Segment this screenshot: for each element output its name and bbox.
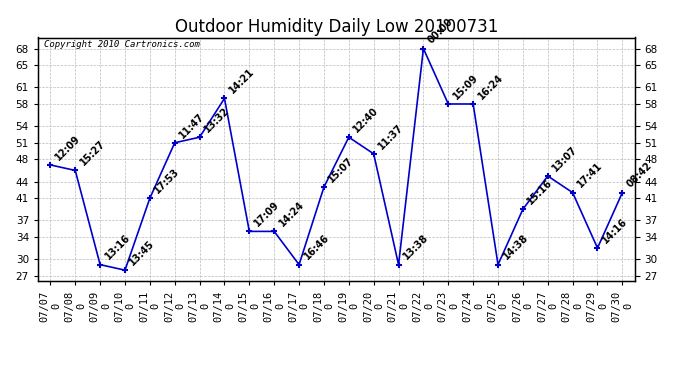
Text: 17:09: 17:09 xyxy=(252,200,281,229)
Text: 14:16: 14:16 xyxy=(600,216,629,245)
Text: 00:00: 00:00 xyxy=(426,17,455,46)
Text: 15:16: 15:16 xyxy=(526,177,555,207)
Text: 14:24: 14:24 xyxy=(277,200,306,229)
Text: 16:24: 16:24 xyxy=(476,72,505,101)
Text: 11:37: 11:37 xyxy=(377,122,406,151)
Text: 16:46: 16:46 xyxy=(302,233,331,262)
Text: 08:42: 08:42 xyxy=(625,161,654,190)
Text: 15:09: 15:09 xyxy=(451,72,480,101)
Text: 14:21: 14:21 xyxy=(227,67,256,96)
Text: 14:38: 14:38 xyxy=(501,233,530,262)
Text: 11:47: 11:47 xyxy=(177,111,206,140)
Text: 13:16: 13:16 xyxy=(103,233,132,262)
Text: 17:41: 17:41 xyxy=(575,161,604,190)
Text: 15:27: 15:27 xyxy=(78,139,107,168)
Text: Copyright 2010 Cartronics.com: Copyright 2010 Cartronics.com xyxy=(44,40,200,49)
Text: 13:45: 13:45 xyxy=(128,238,157,267)
Text: 17:53: 17:53 xyxy=(152,166,181,195)
Text: 15:07: 15:07 xyxy=(327,155,356,184)
Text: 13:32: 13:32 xyxy=(202,105,231,135)
Text: 13:38: 13:38 xyxy=(402,233,431,262)
Text: 12:09: 12:09 xyxy=(53,133,82,162)
Text: 13:07: 13:07 xyxy=(551,144,580,173)
Text: 12:40: 12:40 xyxy=(352,105,381,135)
Title: Outdoor Humidity Daily Low 20100731: Outdoor Humidity Daily Low 20100731 xyxy=(175,18,498,36)
